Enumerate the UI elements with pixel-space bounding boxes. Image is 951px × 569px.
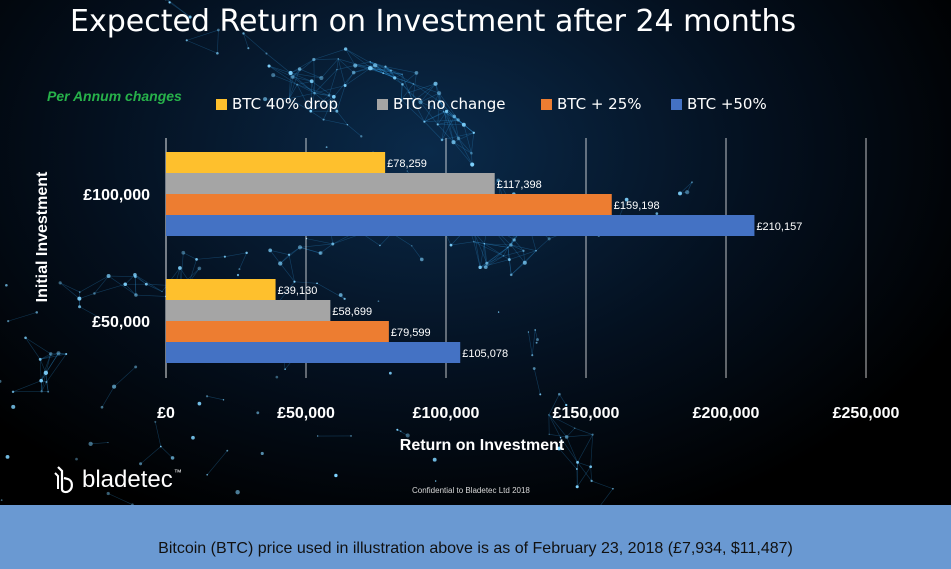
bar: [166, 321, 389, 342]
data-label: £78,259: [387, 158, 427, 170]
bar: [166, 173, 495, 194]
x-tick-label: £150,000: [553, 405, 620, 422]
legend-subtitle: Per Annum changes: [47, 88, 182, 104]
bar: [166, 279, 276, 300]
data-label: £117,398: [497, 179, 542, 191]
legend-swatch: [541, 98, 552, 110]
bladetec-logo-icon: [54, 466, 73, 494]
legend-label: BTC + 25%: [557, 95, 642, 113]
data-label: £58,699: [332, 306, 372, 318]
x-tick-label: £200,000: [693, 405, 760, 422]
footer-bar: [0, 505, 951, 569]
data-label: £79,599: [391, 327, 431, 339]
legend-item-btc-no-change: BTC no change: [377, 94, 505, 114]
chart-title: Expected Return on Investment after 24 m…: [70, 4, 797, 39]
x-tick-label: £100,000: [413, 405, 480, 422]
confidential-note: Confidential to Bladetec Ltd 2018: [412, 486, 530, 495]
x-tick-label: £250,000: [833, 405, 900, 422]
bar-chart: £78,259 £117,398 £159,198 £210,157 £39,130 £5…: [34, 138, 899, 454]
category-label: £50,000: [92, 314, 150, 331]
data-labels: £78,259 £117,398 £159,198 £210,157 £39,130 £5…: [278, 158, 803, 360]
category-label: £100,000: [83, 187, 150, 204]
legend-swatch: [671, 98, 682, 110]
legend-label: BTC no change: [393, 95, 506, 113]
data-label: £159,198: [614, 200, 660, 212]
legend-item-btc-plus-50: BTC +50%: [671, 94, 767, 114]
x-axis-title: Return on Investment: [400, 437, 565, 454]
data-label: £39,130: [278, 285, 318, 297]
bladetec-logo: bladetec ™: [52, 465, 182, 495]
bar: [166, 215, 755, 236]
bar: [166, 300, 331, 321]
logo-trademark: ™: [173, 467, 182, 477]
legend-label: BTC +50%: [687, 95, 767, 113]
bar: [166, 342, 461, 363]
legend-label: BTC 40% drop: [232, 95, 338, 113]
bar: [166, 152, 386, 173]
axes: £0 £50,000 £100,000 £150,000 £200,000 £250,00…: [34, 171, 899, 454]
legend-item-btc-40-drop: BTC 40% drop: [216, 94, 338, 114]
legend-item-btc-plus-25: BTC + 25%: [541, 94, 642, 114]
slide-background: Expected Return on Investment after 24 m…: [0, 0, 951, 505]
legend-swatch: [216, 98, 227, 110]
logo-wordmark: bladetec: [82, 466, 173, 493]
bars: [166, 152, 755, 363]
y-axis-title: Initial Investment: [34, 171, 51, 302]
bar: [166, 194, 612, 215]
legend-swatch: [377, 98, 388, 110]
data-label: £210,157: [756, 221, 802, 233]
data-label: £105,078: [462, 348, 508, 360]
x-tick-label: £0: [157, 405, 175, 422]
x-tick-label: £50,000: [277, 405, 335, 422]
footer-note: Bitcoin (BTC) price used in illustration…: [158, 540, 793, 557]
